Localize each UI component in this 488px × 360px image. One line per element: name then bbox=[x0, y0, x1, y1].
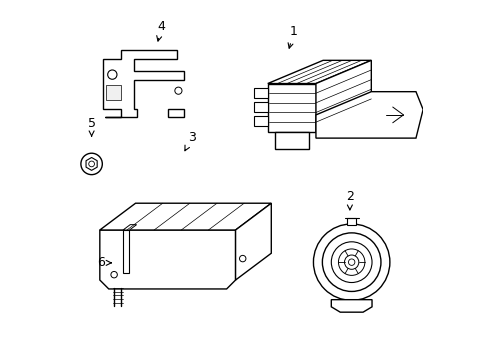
Circle shape bbox=[313, 224, 389, 300]
Circle shape bbox=[338, 249, 364, 275]
Text: 3: 3 bbox=[184, 131, 195, 151]
Polygon shape bbox=[100, 203, 271, 230]
Polygon shape bbox=[235, 203, 271, 280]
Text: 1: 1 bbox=[287, 25, 297, 48]
Text: 4: 4 bbox=[157, 20, 165, 41]
Polygon shape bbox=[86, 157, 97, 170]
Text: 6: 6 bbox=[97, 256, 111, 269]
Polygon shape bbox=[267, 60, 370, 84]
Polygon shape bbox=[123, 230, 129, 273]
Polygon shape bbox=[100, 230, 235, 289]
Polygon shape bbox=[315, 60, 370, 132]
Polygon shape bbox=[103, 50, 183, 117]
Circle shape bbox=[322, 233, 380, 292]
Circle shape bbox=[110, 272, 125, 288]
Polygon shape bbox=[106, 85, 121, 100]
Circle shape bbox=[114, 268, 121, 274]
Polygon shape bbox=[315, 92, 422, 138]
Circle shape bbox=[108, 89, 116, 96]
Circle shape bbox=[348, 259, 354, 265]
Polygon shape bbox=[111, 264, 123, 278]
Text: 5: 5 bbox=[87, 117, 96, 136]
Bar bbox=[254, 102, 267, 112]
Bar bbox=[254, 116, 267, 126]
Circle shape bbox=[239, 255, 245, 262]
Bar bbox=[274, 132, 308, 149]
Circle shape bbox=[175, 87, 182, 94]
Circle shape bbox=[107, 70, 117, 79]
Bar bbox=[254, 88, 267, 98]
Bar bbox=[346, 217, 355, 225]
Polygon shape bbox=[167, 109, 183, 117]
Polygon shape bbox=[331, 300, 371, 312]
Circle shape bbox=[111, 271, 117, 278]
Text: 2: 2 bbox=[345, 190, 353, 210]
Circle shape bbox=[81, 153, 102, 175]
Circle shape bbox=[344, 255, 358, 269]
Polygon shape bbox=[267, 84, 315, 132]
Polygon shape bbox=[123, 225, 136, 230]
Circle shape bbox=[331, 242, 371, 283]
Circle shape bbox=[88, 161, 94, 167]
